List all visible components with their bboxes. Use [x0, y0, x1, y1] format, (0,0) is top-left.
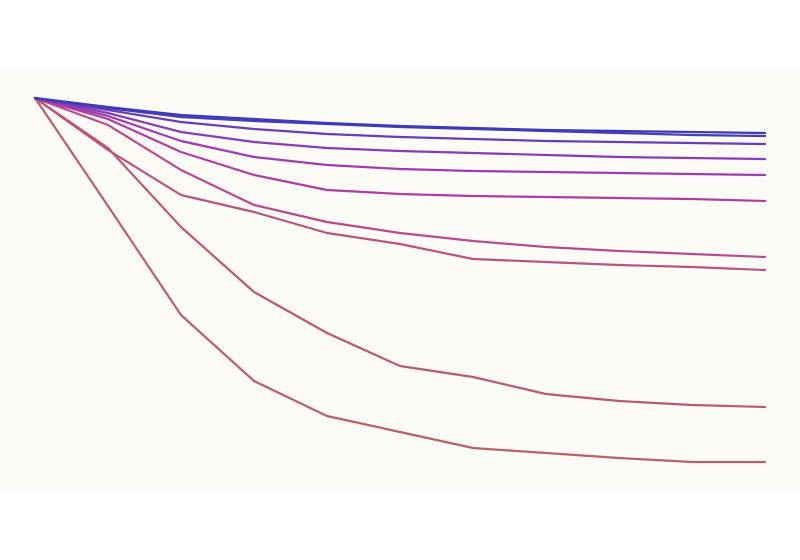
- series-line: [33, 96, 767, 135]
- series-line: [33, 96, 767, 272]
- series-line: [33, 96, 767, 161]
- series-line: [33, 96, 767, 177]
- series-line: [33, 96, 767, 409]
- series-line: [33, 96, 767, 259]
- plot-background: [0, 68, 800, 492]
- series-line: [33, 96, 767, 146]
- series-line: [33, 96, 767, 464]
- series-line: [33, 96, 767, 203]
